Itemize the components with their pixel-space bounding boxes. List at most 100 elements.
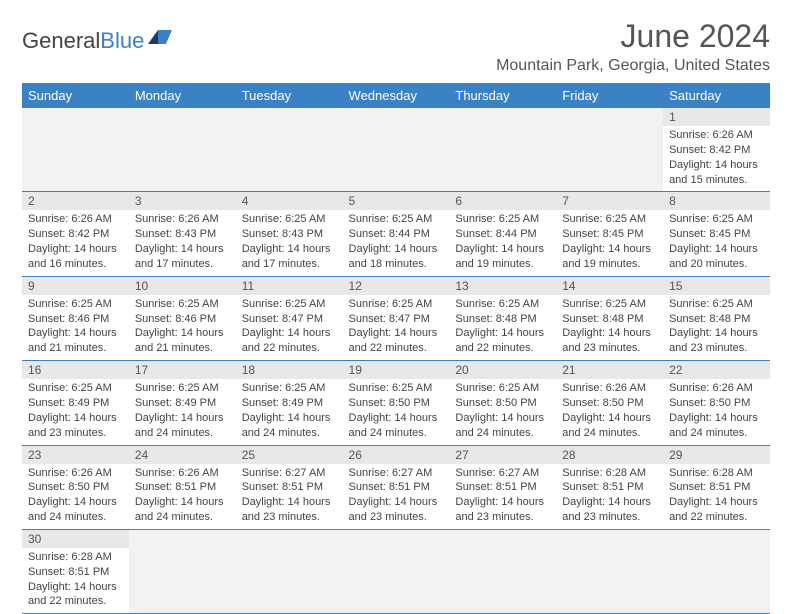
day-content: Sunrise: 6:27 AMSunset: 8:51 PMDaylight:… (343, 464, 450, 529)
title-block: June 2024 Mountain Park, Georgia, United… (496, 18, 770, 75)
day-cell: 14Sunrise: 6:25 AMSunset: 8:48 PMDayligh… (556, 276, 663, 360)
day-number: 22 (663, 361, 770, 379)
empty-cell (129, 108, 236, 192)
day-content: Sunrise: 6:25 AMSunset: 8:50 PMDaylight:… (343, 379, 450, 444)
day-content: Sunrise: 6:28 AMSunset: 8:51 PMDaylight:… (22, 548, 129, 613)
day-cell: 20Sunrise: 6:25 AMSunset: 8:50 PMDayligh… (449, 361, 556, 445)
day-content: Sunrise: 6:25 AMSunset: 8:45 PMDaylight:… (556, 210, 663, 275)
empty-cell (449, 529, 556, 613)
day-content: Sunrise: 6:25 AMSunset: 8:44 PMDaylight:… (343, 210, 450, 275)
day-number: 3 (129, 192, 236, 210)
day-content: Sunrise: 6:28 AMSunset: 8:51 PMDaylight:… (663, 464, 770, 529)
day-cell: 18Sunrise: 6:25 AMSunset: 8:49 PMDayligh… (236, 361, 343, 445)
day-number: 21 (556, 361, 663, 379)
day-header: Sunday (22, 83, 129, 108)
day-cell: 2Sunrise: 6:26 AMSunset: 8:42 PMDaylight… (22, 192, 129, 276)
day-content: Sunrise: 6:25 AMSunset: 8:44 PMDaylight:… (449, 210, 556, 275)
logo: GeneralBlue (22, 18, 174, 54)
day-cell: 13Sunrise: 6:25 AMSunset: 8:48 PMDayligh… (449, 276, 556, 360)
calendar-row: 2Sunrise: 6:26 AMSunset: 8:42 PMDaylight… (22, 192, 770, 276)
empty-cell (556, 108, 663, 192)
location: Mountain Park, Georgia, United States (496, 57, 770, 75)
empty-cell (236, 108, 343, 192)
day-cell: 29Sunrise: 6:28 AMSunset: 8:51 PMDayligh… (663, 445, 770, 529)
day-header: Wednesday (343, 83, 450, 108)
day-number: 23 (22, 446, 129, 464)
day-cell: 23Sunrise: 6:26 AMSunset: 8:50 PMDayligh… (22, 445, 129, 529)
day-content: Sunrise: 6:25 AMSunset: 8:45 PMDaylight:… (663, 210, 770, 275)
day-number: 13 (449, 277, 556, 295)
day-content: Sunrise: 6:25 AMSunset: 8:46 PMDaylight:… (129, 295, 236, 360)
day-cell: 3Sunrise: 6:26 AMSunset: 8:43 PMDaylight… (129, 192, 236, 276)
calendar-row: 23Sunrise: 6:26 AMSunset: 8:50 PMDayligh… (22, 445, 770, 529)
day-content: Sunrise: 6:26 AMSunset: 8:50 PMDaylight:… (556, 379, 663, 444)
day-content: Sunrise: 6:25 AMSunset: 8:49 PMDaylight:… (236, 379, 343, 444)
day-content: Sunrise: 6:25 AMSunset: 8:46 PMDaylight:… (22, 295, 129, 360)
day-cell: 26Sunrise: 6:27 AMSunset: 8:51 PMDayligh… (343, 445, 450, 529)
day-content: Sunrise: 6:25 AMSunset: 8:43 PMDaylight:… (236, 210, 343, 275)
calendar-row: 1Sunrise: 6:26 AMSunset: 8:42 PMDaylight… (22, 108, 770, 192)
logo-text-2: Blue (100, 28, 144, 54)
day-cell: 12Sunrise: 6:25 AMSunset: 8:47 PMDayligh… (343, 276, 450, 360)
day-content: Sunrise: 6:28 AMSunset: 8:51 PMDaylight:… (556, 464, 663, 529)
day-number: 1 (663, 108, 770, 126)
day-cell: 24Sunrise: 6:26 AMSunset: 8:51 PMDayligh… (129, 445, 236, 529)
logo-text-1: General (22, 28, 100, 54)
day-cell: 17Sunrise: 6:25 AMSunset: 8:49 PMDayligh… (129, 361, 236, 445)
day-number: 25 (236, 446, 343, 464)
day-number: 11 (236, 277, 343, 295)
day-content: Sunrise: 6:25 AMSunset: 8:47 PMDaylight:… (236, 295, 343, 360)
day-number: 16 (22, 361, 129, 379)
day-number: 27 (449, 446, 556, 464)
day-cell: 8Sunrise: 6:25 AMSunset: 8:45 PMDaylight… (663, 192, 770, 276)
empty-cell (343, 108, 450, 192)
empty-cell (22, 108, 129, 192)
day-content: Sunrise: 6:27 AMSunset: 8:51 PMDaylight:… (236, 464, 343, 529)
day-number: 4 (236, 192, 343, 210)
day-cell: 7Sunrise: 6:25 AMSunset: 8:45 PMDaylight… (556, 192, 663, 276)
empty-cell (556, 529, 663, 613)
day-number: 5 (343, 192, 450, 210)
day-number: 24 (129, 446, 236, 464)
day-header: Thursday (449, 83, 556, 108)
calendar-body: 1Sunrise: 6:26 AMSunset: 8:42 PMDaylight… (22, 108, 770, 614)
month-title: June 2024 (496, 18, 770, 55)
day-number: 14 (556, 277, 663, 295)
day-cell: 9Sunrise: 6:25 AMSunset: 8:46 PMDaylight… (22, 276, 129, 360)
day-header: Tuesday (236, 83, 343, 108)
day-content: Sunrise: 6:26 AMSunset: 8:42 PMDaylight:… (22, 210, 129, 275)
day-cell: 6Sunrise: 6:25 AMSunset: 8:44 PMDaylight… (449, 192, 556, 276)
day-number: 20 (449, 361, 556, 379)
day-number: 2 (22, 192, 129, 210)
calendar-row: 16 Sunrise: 6:25 AMSunset: 8:49 PMDayligh… (22, 361, 770, 445)
day-cell: 27Sunrise: 6:27 AMSunset: 8:51 PMDayligh… (449, 445, 556, 529)
day-number: 9 (22, 277, 129, 295)
day-number: 30 (22, 530, 129, 548)
day-number: 19 (343, 361, 450, 379)
day-number: 26 (343, 446, 450, 464)
day-number: 17 (129, 361, 236, 379)
day-content: Sunrise: 6:25 AMSunset: 8:48 PMDaylight:… (449, 295, 556, 360)
day-cell: 30Sunrise: 6:28 AMSunset: 8:51 PMDayligh… (22, 529, 129, 613)
day-cell: 10Sunrise: 6:25 AMSunset: 8:46 PMDayligh… (129, 276, 236, 360)
day-cell: 5Sunrise: 6:25 AMSunset: 8:44 PMDaylight… (343, 192, 450, 276)
empty-cell (129, 529, 236, 613)
day-header: Monday (129, 83, 236, 108)
day-cell: 15Sunrise: 6:25 AMSunset: 8:48 PMDayligh… (663, 276, 770, 360)
day-content: Sunrise: 6:26 AMSunset: 8:50 PMDaylight:… (663, 379, 770, 444)
day-content: Sunrise: 6:26 AMSunset: 8:43 PMDaylight:… (129, 210, 236, 275)
day-cell: 21Sunrise: 6:26 AMSunset: 8:50 PMDayligh… (556, 361, 663, 445)
day-cell: 4Sunrise: 6:25 AMSunset: 8:43 PMDaylight… (236, 192, 343, 276)
day-cell: 28Sunrise: 6:28 AMSunset: 8:51 PMDayligh… (556, 445, 663, 529)
day-number: 12 (343, 277, 450, 295)
day-content: Sunrise: 6:26 AMSunset: 8:50 PMDaylight:… (22, 464, 129, 529)
day-header: Friday (556, 83, 663, 108)
day-number: 8 (663, 192, 770, 210)
day-content: Sunrise: 6:26 AMSunset: 8:51 PMDaylight:… (129, 464, 236, 529)
empty-cell (663, 529, 770, 613)
day-content: Sunrise: 6:26 AMSunset: 8:42 PMDaylight:… (663, 126, 770, 191)
empty-cell (449, 108, 556, 192)
header: GeneralBlue June 2024 Mountain Park, Geo… (22, 18, 770, 75)
day-cell: 16Sunrise: 6:25 AMSunset: 8:49 PMDayligh… (22, 361, 129, 445)
calendar-row: 30Sunrise: 6:28 AMSunset: 8:51 PMDayligh… (22, 529, 770, 613)
